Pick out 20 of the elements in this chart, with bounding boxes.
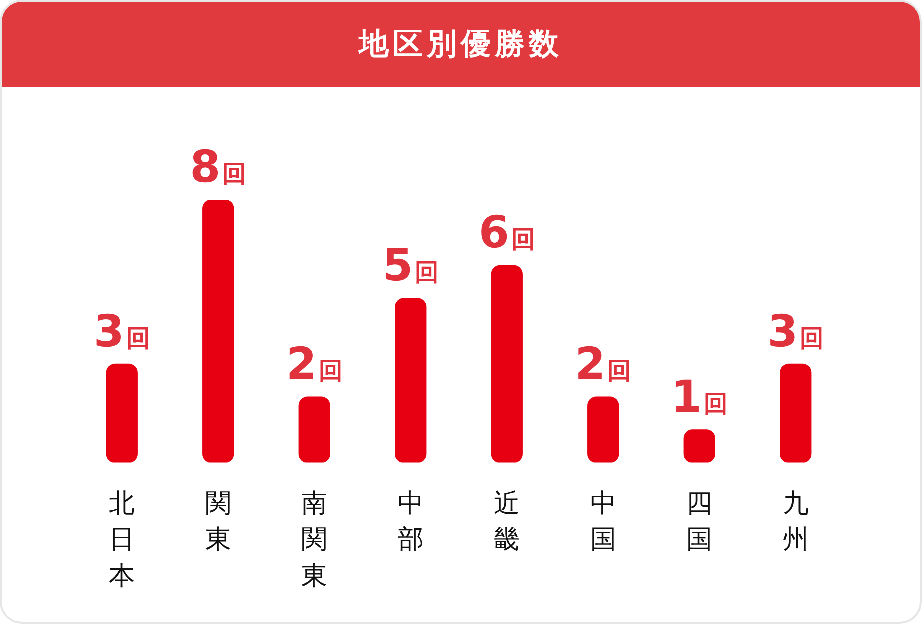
- data-label: 5回: [382, 240, 440, 292]
- bar: [684, 430, 716, 463]
- data-label: 8回: [190, 142, 247, 193]
- bar: [588, 396, 620, 463]
- x-tick-label: 中国: [590, 488, 616, 556]
- bar: [780, 364, 812, 463]
- x-tick-label: 中部: [398, 488, 424, 556]
- bar: [491, 265, 523, 463]
- x-tick-label: 近畿: [494, 488, 520, 556]
- bar: [202, 200, 234, 463]
- chart-title: 地区別優勝数: [2, 2, 920, 87]
- bar: [298, 396, 330, 463]
- bar: [395, 298, 427, 463]
- x-tick-label: 四国: [686, 488, 713, 556]
- x-tick-label: 関東: [205, 488, 232, 556]
- x-tick-label: 北日本: [109, 488, 136, 592]
- x-tick-label: 南関東: [302, 488, 328, 592]
- data-label: 6回: [478, 208, 536, 259]
- x-tick-label: 九州: [782, 488, 809, 556]
- bar: [106, 364, 138, 463]
